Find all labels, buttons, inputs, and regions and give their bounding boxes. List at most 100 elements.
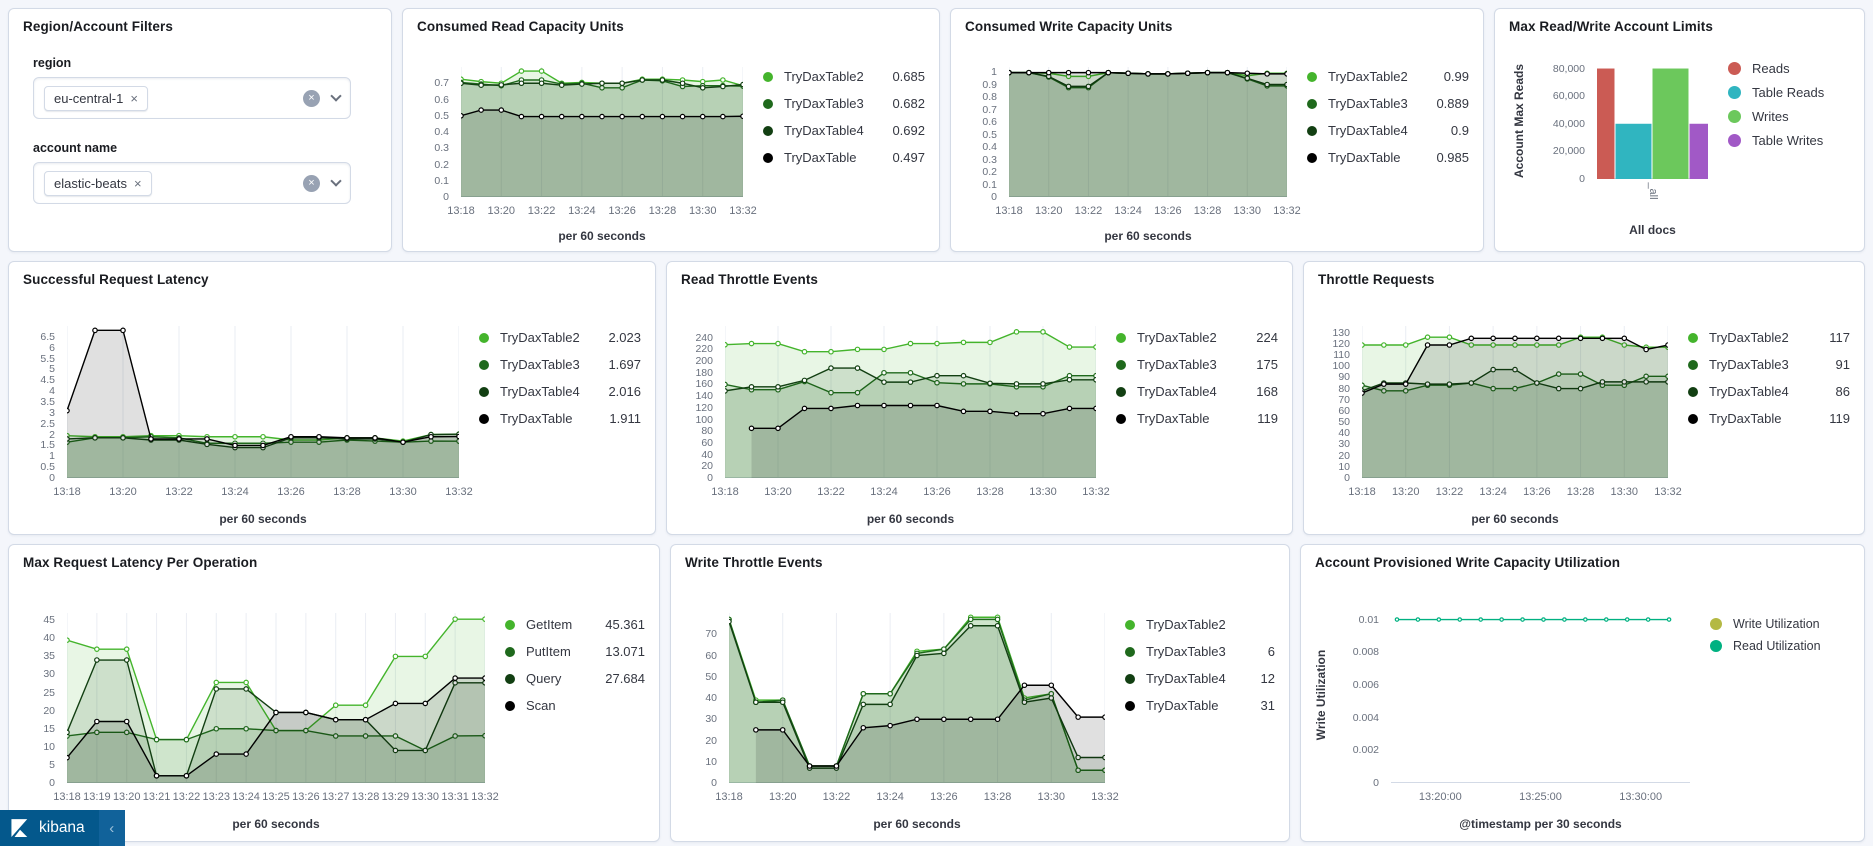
y-tick-label: 60 [705,649,717,662]
legend-item[interactable]: Table Writes [1728,133,1850,148]
panel-throttle-requests: Throttle Requests 0 10 20 30 40 50 60 70 80 90 100… [1303,261,1865,535]
x-tick-label: 13:22 [1074,205,1103,217]
legend-color-dot [763,125,773,136]
chart-plot[interactable] [726,613,1108,787]
legend-item[interactable]: Reads [1728,61,1850,76]
legend-item[interactable]: TryDaxTable3 6 [1125,644,1275,659]
legend-item[interactable]: TryDaxTable3 0.889 [1307,96,1469,111]
legend-item[interactable]: TryDaxTable4 0.692 [763,123,925,138]
legend-item[interactable]: TryDaxTable2 117 [1688,330,1850,345]
legend-item[interactable]: Write Utilization [1710,617,1850,631]
legend-item[interactable]: PutItem 13.071 [505,644,645,659]
panel-successful-request-latency: Successful Request Latency 0 0.5 1 1.5 2 2.5 3… [8,261,656,535]
chart-plot[interactable] [1359,326,1671,482]
legend-item[interactable]: TryDaxTable3 175 [1116,357,1278,372]
bar-writes[interactable] [1652,68,1689,179]
panel-max-request-latency-per-operation: Max Request Latency Per Operation 0 5 10 15… [8,544,660,842]
legend-item[interactable]: TryDaxTable4 0.9 [1307,123,1469,138]
y-tick-label: 80 [701,425,713,438]
legend-item[interactable]: TryDaxTable2 224 [1116,330,1278,345]
y-tick-label: 1.5 [40,439,55,452]
legend-label: TryDaxTable3 [1709,357,1789,372]
panel-region-account-filters: Region/Account Filters region eu-central… [8,8,392,252]
legend-item[interactable]: TryDaxTable3 91 [1688,357,1850,372]
x-tick-label: 13:20 [1391,486,1420,498]
legend-item[interactable]: TryDaxTable 31 [1125,698,1275,713]
kibana-nav-bar: kibana ‹ [0,810,125,846]
legend-color-dot [1116,413,1126,424]
legend-item[interactable]: TryDaxTable3 0.682 [763,96,925,111]
legend-item[interactable]: Query 27.684 [505,671,645,686]
region-combobox[interactable]: eu-central-1 × × [33,77,351,119]
legend-item[interactable]: Scan [505,698,645,713]
y-tick-label: 0 [443,191,449,203]
chart-plot[interactable] [458,67,746,201]
y-tick-label: 60,000 [1552,90,1585,103]
x-tick-label: 13:30 [411,791,440,803]
chart-plot[interactable] [1006,67,1290,201]
y-tick-label: 0.3 [982,153,997,166]
chart-svg [1578,68,1726,183]
chevron-down-icon[interactable] [330,175,342,187]
bar-table-writes[interactable] [1689,123,1726,179]
collapse-icon: ‹ [109,819,115,837]
legend-color-dot [763,71,773,82]
chip-remove-icon[interactable]: × [133,175,142,191]
bar-table-reads[interactable] [1615,123,1652,179]
clear-selection-icon[interactable]: × [303,174,320,192]
legend-item[interactable]: TryDaxTable 0.497 [763,150,925,165]
legend-item[interactable]: TryDaxTable 119 [1116,411,1278,426]
legend-item[interactable]: TryDaxTable 0.985 [1307,150,1469,165]
legend-item[interactable]: TryDaxTable4 168 [1116,384,1278,399]
y-tick-label: 0.7 [982,103,997,116]
account-name-chip[interactable]: elastic-beats × [44,170,152,196]
chart-plot[interactable] [1391,613,1690,787]
clear-selection-icon[interactable]: × [303,89,320,107]
legend-color-dot [505,646,515,657]
legend-item[interactable]: TryDaxTable 1.911 [479,411,641,426]
legend-item[interactable]: TryDaxTable 119 [1688,411,1850,426]
x-tick-label: 13:30 [1029,486,1057,498]
legend-item[interactable]: TryDaxTable2 0.99 [1307,69,1469,84]
legend-item[interactable]: GetItem 45.361 [505,617,645,632]
chart-area: Account Max Reads 0 20,000 40,000 60,000 80,… [1505,39,1726,245]
legend-item[interactable]: Writes [1728,109,1850,124]
chart-plot[interactable] [1578,63,1726,183]
kibana-logo-home[interactable]: kibana [0,810,99,846]
panel-consumed-read-capacity-units: Consumed Read Capacity Units 0 0.1 0.2 0.3 0… [402,8,940,252]
chip-remove-icon[interactable]: × [130,90,138,106]
x-tick-label: 13:20 [764,486,792,498]
legend-label: TryDaxTable [784,150,857,165]
legend-item[interactable]: TryDaxTable4 2.016 [479,384,641,399]
y-tick-label: 35 [43,650,55,663]
chart-plot[interactable] [722,326,1099,482]
x-tick-label: 13:30:00 [1619,791,1663,803]
legend-item[interactable]: TryDaxTable4 12 [1125,671,1275,686]
chevron-down-icon[interactable] [330,90,342,102]
chart-plot[interactable] [64,326,462,482]
legend-item[interactable]: Table Reads [1728,85,1850,100]
legend-color-dot [1728,62,1741,75]
chart-plot[interactable] [64,613,488,787]
legend-color-dot [763,98,773,109]
x-tick-label: 13:28 [976,486,1004,498]
panel-title: Max Read/Write Account Limits [1509,19,1713,34]
collapse-nav-button[interactable]: ‹ [98,810,125,846]
chart-legend: GetItem 45.361 PutItem 13.071 Query 27.684 Sca… [499,575,649,835]
chart-legend: TryDaxTable2 2.023 TryDaxTable3 1.697 TryDax… [473,292,645,528]
region-chip[interactable]: eu-central-1 × [44,85,148,111]
panel-title: Consumed Read Capacity Units [417,19,624,34]
legend-item[interactable]: TryDaxTable2 0.685 [763,69,925,84]
legend-item[interactable]: TryDaxTable2 [1125,617,1275,632]
legend-item[interactable]: Read Utilization [1710,639,1850,653]
y-tick-label: 110 [1333,349,1350,362]
x-tick-label: 13:31 [441,791,469,803]
legend-item[interactable]: TryDaxTable3 1.697 [479,357,641,372]
x-tick-label: 13:20 [112,791,141,803]
chart-svg [458,67,746,201]
legend-item[interactable]: TryDaxTable4 86 [1688,384,1850,399]
account-name-combobox[interactable]: elastic-beats × × [33,162,351,204]
legend-item[interactable]: TryDaxTable2 2.023 [479,330,641,345]
bar-reads[interactable] [1578,68,1615,179]
x-tick-label: 13:28 [333,486,361,498]
